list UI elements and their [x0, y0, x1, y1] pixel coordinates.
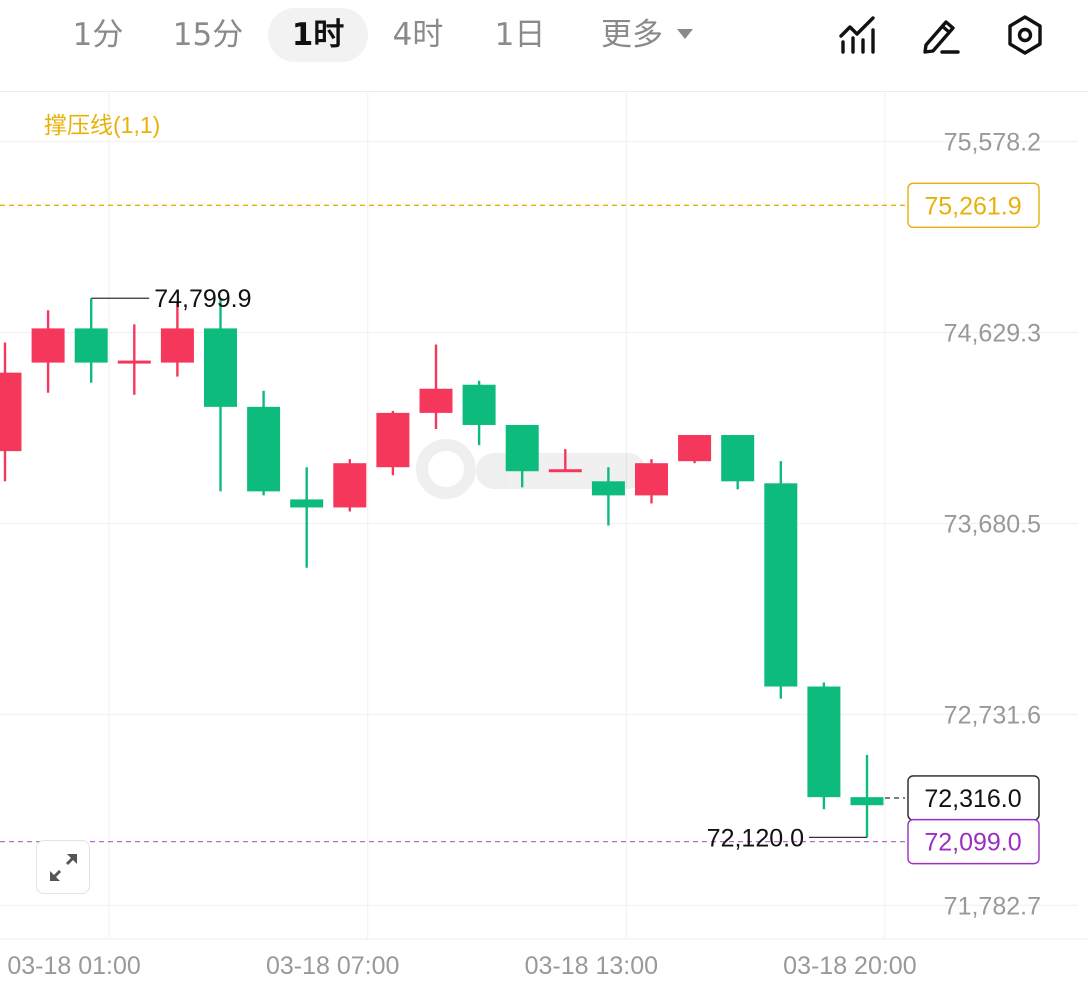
y-tick-label: 71,782.7	[944, 892, 1041, 920]
x-axis: 03-18 01:00 03-18 07:00 03-18 13:00 03-18 2…	[7, 952, 916, 980]
candle	[850, 754, 884, 838]
candle-body	[635, 463, 668, 496]
candle	[74, 298, 108, 383]
low-price-tag: 72,099.0	[907, 818, 1040, 865]
candle	[591, 467, 625, 526]
candle	[764, 461, 798, 699]
candle	[0, 342, 22, 482]
candle	[807, 682, 841, 810]
candle-body	[117, 360, 151, 364]
candle-body	[247, 406, 281, 492]
candle	[505, 424, 539, 488]
settings-hex-icon[interactable]	[1004, 14, 1046, 56]
candle-body	[462, 384, 496, 425]
candle-body	[204, 328, 237, 407]
y-tick-label: 73,680.5	[944, 510, 1041, 538]
horizontal-price-lines	[0, 204, 905, 843]
candle-body	[31, 328, 65, 363]
timeframe-toolbar: 1分 15分 1时 4时 1日 更多	[0, 0, 1088, 92]
current-price-tag: 72,316.0	[907, 775, 1040, 821]
candle-body	[548, 469, 582, 473]
candle	[548, 449, 582, 473]
x-tick-label: 03-18 07:00	[266, 952, 399, 980]
expand-icon	[50, 854, 77, 881]
resistance-price-tag: 75,261.9	[907, 182, 1040, 228]
candle-body	[505, 424, 539, 472]
y-tick-label: 72,731.6	[944, 701, 1041, 729]
candle-body	[290, 499, 324, 508]
candle	[678, 435, 712, 464]
candle-body	[376, 412, 410, 468]
current-price-tag-label: 72,316.0	[924, 785, 1021, 813]
y-axis: 75,578.2 74,629.3 73,680.5 72,731.6 71,782.7…	[907, 129, 1041, 920]
candle-body	[419, 388, 453, 413]
x-tick-label: 03-18 20:00	[783, 952, 916, 980]
more-label: 更多	[601, 17, 663, 53]
candle	[333, 459, 367, 512]
candle	[31, 310, 65, 393]
candle-body	[160, 328, 194, 363]
candle-body	[333, 463, 367, 508]
candle	[635, 459, 668, 504]
fullscreen-button[interactable]	[36, 840, 90, 894]
price-callout: 72,120.0	[707, 824, 867, 852]
indicator-label: 撑压线(1,1)	[44, 112, 160, 138]
price-annotations: 74,799.9 72,120.0	[91, 285, 867, 852]
resistance-price-tag-label: 75,261.9	[924, 192, 1021, 220]
more-timeframes-dropdown[interactable]: 更多	[592, 8, 702, 62]
candle	[117, 324, 151, 395]
chart-grid	[0, 93, 1088, 940]
draw-pen-icon[interactable]	[920, 14, 962, 56]
candle-series	[0, 298, 884, 838]
callout-label: 74,799.9	[154, 285, 251, 313]
price-callout: 74,799.9	[91, 285, 252, 313]
candle-body	[678, 435, 712, 462]
y-tick-label: 75,578.2	[944, 129, 1041, 157]
candle-body	[850, 797, 884, 806]
candle	[247, 390, 281, 496]
tab-1-minute[interactable]: 1分	[72, 17, 124, 53]
candle	[462, 380, 496, 446]
candlestick-chart[interactable]: 撑压线(1,1) 74,799.9 72,120.0 75,578.2 74,629…	[0, 93, 1088, 998]
low-price-tag-box	[907, 818, 1040, 865]
y-tick-label: 74,629.3	[944, 320, 1041, 348]
candle	[290, 467, 324, 568]
tab-4-hours[interactable]: 4时	[392, 17, 444, 53]
candle-body	[764, 483, 798, 687]
x-tick-label: 03-18 01:00	[7, 952, 140, 980]
indicator-icon[interactable]	[837, 14, 879, 56]
tab-1-day[interactable]: 1日	[494, 17, 546, 53]
candle-body	[0, 372, 22, 452]
candle	[376, 410, 410, 476]
candle	[204, 298, 237, 492]
callout-label: 72,120.0	[707, 824, 804, 852]
candle	[419, 344, 453, 429]
candle	[160, 302, 194, 377]
low-price-tag-label: 72,099.0	[924, 829, 1021, 857]
candle-body	[807, 686, 841, 798]
candle-body	[74, 328, 108, 363]
tab-1-hour[interactable]: 1时	[268, 8, 368, 62]
candle	[721, 435, 755, 490]
candle-body	[591, 481, 625, 496]
chevron-down-icon	[677, 28, 693, 39]
tab-15-minutes[interactable]: 15分	[172, 17, 244, 53]
candle-body	[721, 435, 755, 482]
x-tick-label: 03-18 13:00	[525, 952, 658, 980]
resistance-price-tag-box	[907, 182, 1040, 228]
